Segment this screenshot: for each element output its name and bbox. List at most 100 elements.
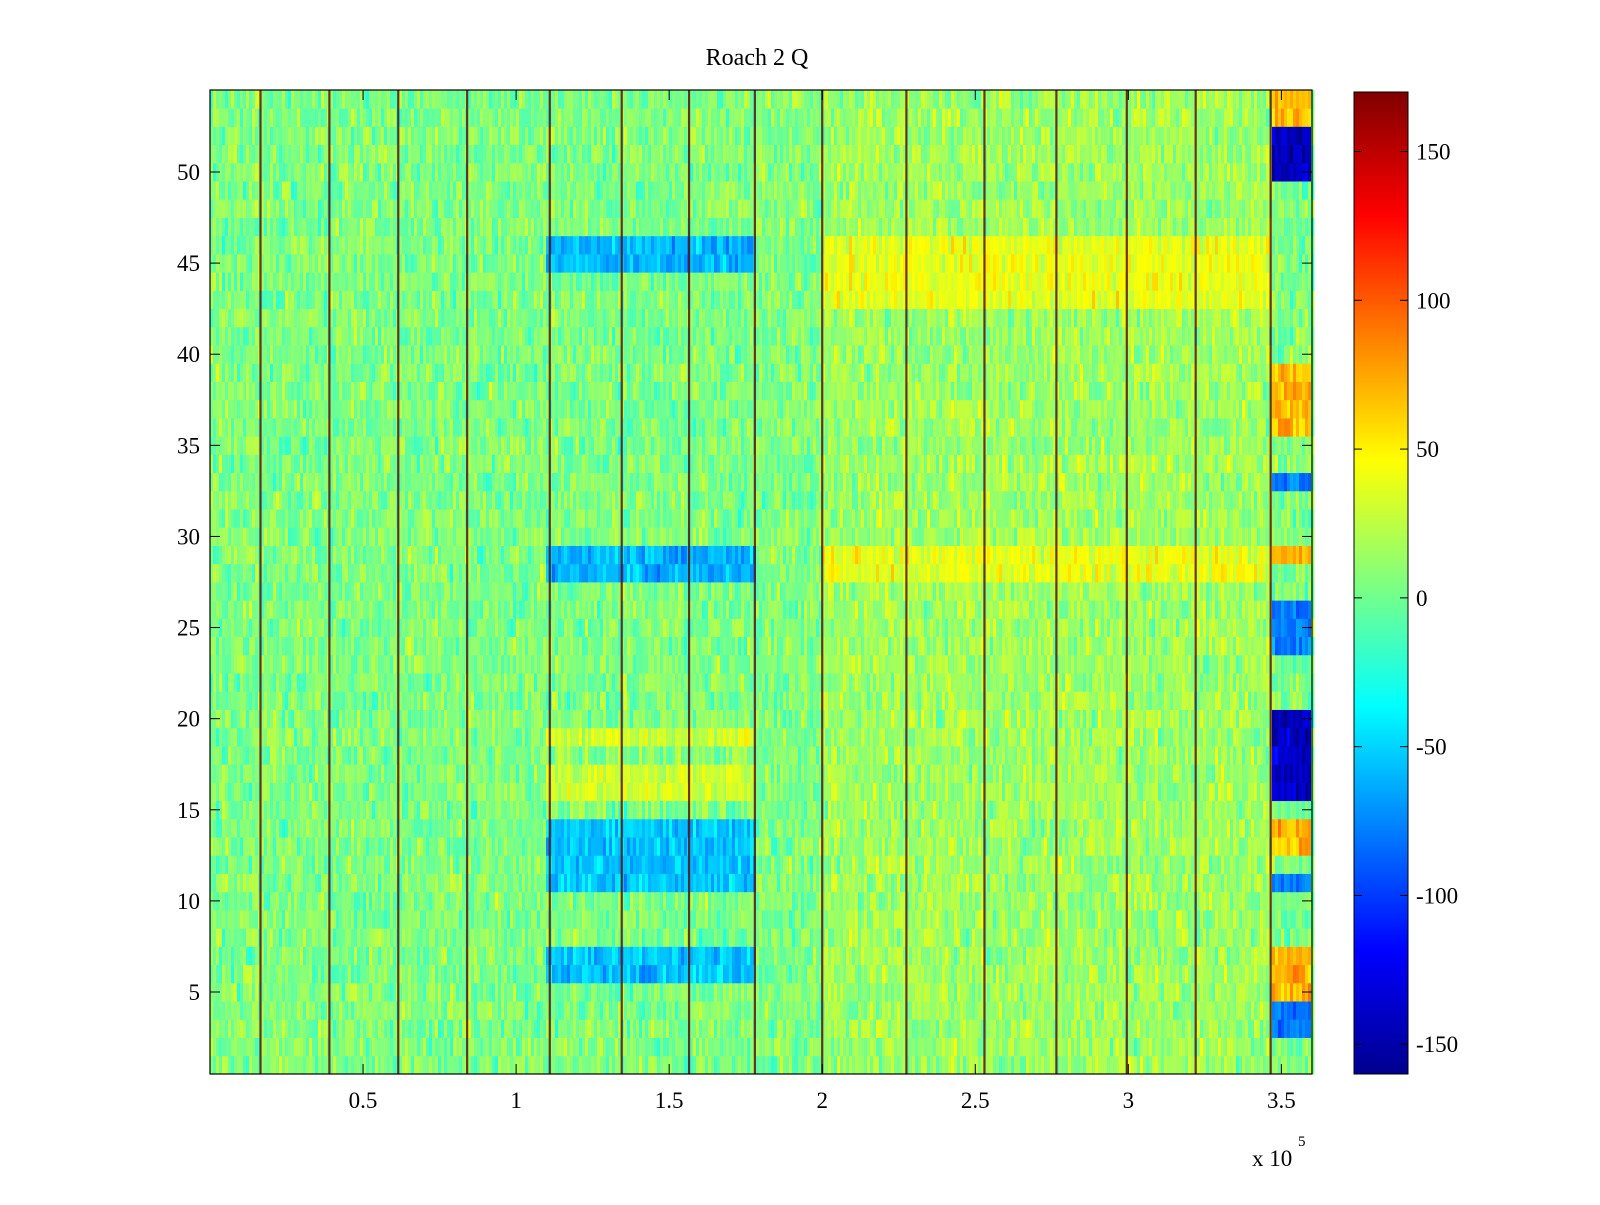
heatmap-cell	[270, 710, 273, 729]
heatmap-cell	[426, 764, 429, 783]
heatmap-cell	[375, 491, 378, 510]
heatmap-cell	[213, 363, 216, 382]
heatmap-cell	[474, 983, 477, 1002]
heatmap-cell	[438, 290, 441, 309]
heatmap-cell	[417, 782, 420, 801]
heatmap-cell	[360, 491, 363, 510]
heatmap-cell	[483, 837, 486, 856]
heatmap-cell	[306, 546, 309, 565]
heatmap-cell	[282, 582, 285, 601]
heatmap-cell	[378, 874, 381, 893]
heatmap-cell	[294, 673, 297, 692]
heatmap-cell	[417, 400, 420, 419]
heatmap-cell	[294, 163, 297, 182]
heatmap-cell	[252, 126, 255, 145]
heatmap-cell	[453, 855, 456, 874]
heatmap-cell	[390, 345, 393, 364]
heatmap-cell	[282, 1038, 285, 1057]
heatmap-cell	[333, 1001, 336, 1020]
heatmap-cell	[291, 655, 294, 674]
heatmap-cell	[255, 436, 258, 455]
heatmap-cell	[408, 254, 411, 273]
heatmap-cell	[414, 782, 417, 801]
heatmap-cell	[267, 382, 270, 401]
heatmap-cell	[474, 199, 477, 218]
heatmap-cell	[444, 801, 447, 820]
heatmap-cell	[474, 363, 477, 382]
heatmap-cell	[387, 600, 390, 619]
heatmap-cell	[228, 108, 231, 127]
heatmap-cell	[447, 400, 450, 419]
heatmap-cell	[369, 436, 372, 455]
heatmap-cell	[291, 400, 294, 419]
heatmap-cell	[426, 892, 429, 911]
heatmap-cell	[303, 637, 306, 656]
heatmap-cell	[360, 618, 363, 637]
heatmap-cell	[237, 290, 240, 309]
heatmap-cell	[273, 163, 276, 182]
heatmap-cell	[474, 618, 477, 637]
heatmap-cell	[429, 1056, 432, 1075]
heatmap-cell	[450, 1019, 453, 1038]
heatmap-cell	[399, 309, 402, 328]
heatmap-cell	[222, 345, 225, 364]
heatmap-cell	[408, 983, 411, 1002]
heatmap-cell	[444, 946, 447, 965]
heatmap-cell	[246, 527, 249, 546]
heatmap-cell	[243, 400, 246, 419]
heatmap-cell	[474, 1019, 477, 1038]
heatmap-cell	[429, 855, 432, 874]
heatmap-cell	[468, 600, 471, 619]
heatmap-cell	[393, 600, 396, 619]
heatmap-cell	[360, 910, 363, 929]
heatmap-cell	[402, 400, 405, 419]
heatmap-cell	[249, 90, 252, 109]
heatmap-cell	[480, 327, 483, 346]
heatmap-cell	[339, 454, 342, 473]
heatmap-cell	[372, 218, 375, 237]
heatmap-cell	[405, 928, 408, 947]
heatmap-cell	[330, 1038, 333, 1057]
heatmap-cell	[234, 400, 237, 419]
heatmap-cell	[375, 527, 378, 546]
heatmap-cell	[324, 145, 327, 164]
heatmap-cell	[219, 855, 222, 874]
heatmap-cell	[222, 600, 225, 619]
heatmap-cell	[213, 1038, 216, 1057]
heatmap-cell	[288, 819, 291, 838]
heatmap-cell	[255, 491, 258, 510]
heatmap-cell	[462, 145, 465, 164]
heatmap-cell	[441, 436, 444, 455]
heatmap-cell	[303, 181, 306, 200]
heatmap-cell	[267, 874, 270, 893]
heatmap-cell	[321, 199, 324, 218]
heatmap-cell	[474, 874, 477, 893]
heatmap-cell	[237, 965, 240, 984]
heatmap-cell	[225, 145, 228, 164]
heatmap-cell	[267, 801, 270, 820]
heatmap-cell	[378, 1001, 381, 1020]
heatmap-cell	[363, 546, 366, 565]
heatmap-cell	[435, 582, 438, 601]
heatmap-cell	[408, 527, 411, 546]
heatmap-cell	[231, 746, 234, 765]
heatmap-cell	[462, 163, 465, 182]
heatmap-cell	[273, 218, 276, 237]
heatmap-cell	[423, 764, 426, 783]
heatmap-cell	[477, 618, 480, 637]
heatmap-cell	[309, 363, 312, 382]
heatmap-cell	[264, 546, 267, 565]
heatmap-cell	[375, 983, 378, 1002]
heatmap-cell	[333, 837, 336, 856]
heatmap-cell	[420, 746, 423, 765]
heatmap-cell	[330, 473, 333, 492]
heatmap-cell	[345, 218, 348, 237]
heatmap-cell	[234, 746, 237, 765]
heatmap-cell	[285, 618, 288, 637]
heatmap-cell	[252, 509, 255, 528]
heatmap-cell	[474, 272, 477, 291]
heatmap-cell	[351, 1038, 354, 1057]
heatmap-cell	[444, 491, 447, 510]
heatmap-cell	[243, 1056, 246, 1075]
heatmap-cell	[312, 163, 315, 182]
